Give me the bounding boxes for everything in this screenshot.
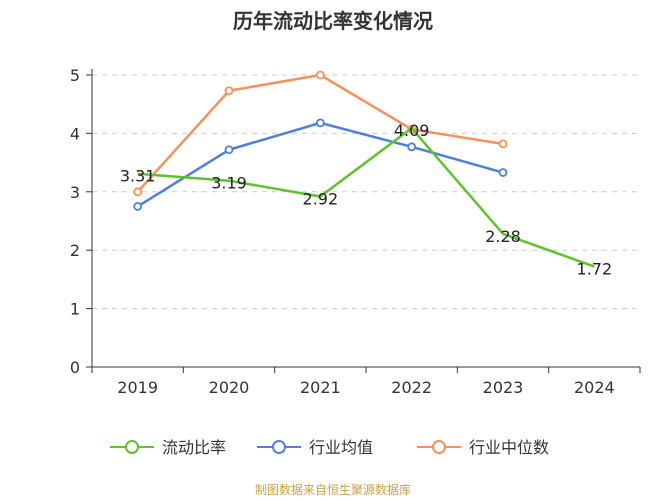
axes: 0 1 2 3 4 5 2019 2020 2021 2022 2023 2024: [70, 66, 641, 397]
source-note: 制图数据来自恒生聚源数据库: [255, 482, 411, 497]
legend-swatch-marker: [272, 440, 286, 454]
data-point-1: [315, 118, 325, 128]
data-label: 1.72: [577, 260, 613, 279]
x-tick-label: 2022: [391, 378, 432, 397]
data-label: 3.19: [211, 174, 247, 193]
data-point-1: [133, 201, 143, 211]
y-tick-label: 1: [70, 300, 80, 319]
data-label: 2.92: [303, 189, 339, 208]
legend-swatch-marker: [125, 440, 139, 454]
x-tick-label: 2024: [574, 378, 615, 397]
data-point-1: [224, 145, 234, 155]
legend-label: 行业均值: [309, 438, 373, 457]
y-tick-label: 3: [70, 183, 80, 202]
data-labels: 3.31 3.19 2.92 4.09 2.28 1.72: [120, 121, 612, 278]
data-point-1: [498, 168, 508, 177]
y-tick-label: 4: [70, 124, 80, 143]
grid-lines: [92, 74, 640, 310]
series-layer: [133, 70, 595, 268]
x-tick-label: 2019: [117, 378, 158, 397]
y-tick-label: 5: [70, 66, 80, 85]
x-tick-label: 2021: [300, 378, 341, 397]
data-label: 4.09: [394, 121, 430, 140]
y-tick-label: 0: [70, 358, 80, 377]
data-point-2: [224, 86, 234, 96]
legend-label: 流动比率: [162, 438, 226, 457]
legend: 流动比率 行业均值 行业中位数: [110, 438, 549, 457]
y-tick-label: 2: [70, 241, 80, 260]
legend-swatch-marker: [432, 440, 446, 454]
data-label: 3.31: [120, 167, 156, 186]
data-point-2: [133, 187, 143, 197]
data-point-1: [407, 142, 417, 152]
series-line-0: [137, 126, 595, 268]
legend-label: 行业中位数: [469, 438, 549, 457]
data-point-2: [315, 70, 325, 80]
data-label: 2.28: [485, 227, 521, 246]
data-point-2: [498, 139, 508, 149]
x-tick-label: 2023: [483, 378, 524, 397]
x-tick-label: 2020: [209, 378, 250, 397]
chart-title: 历年流动比率变化情况: [233, 9, 433, 33]
